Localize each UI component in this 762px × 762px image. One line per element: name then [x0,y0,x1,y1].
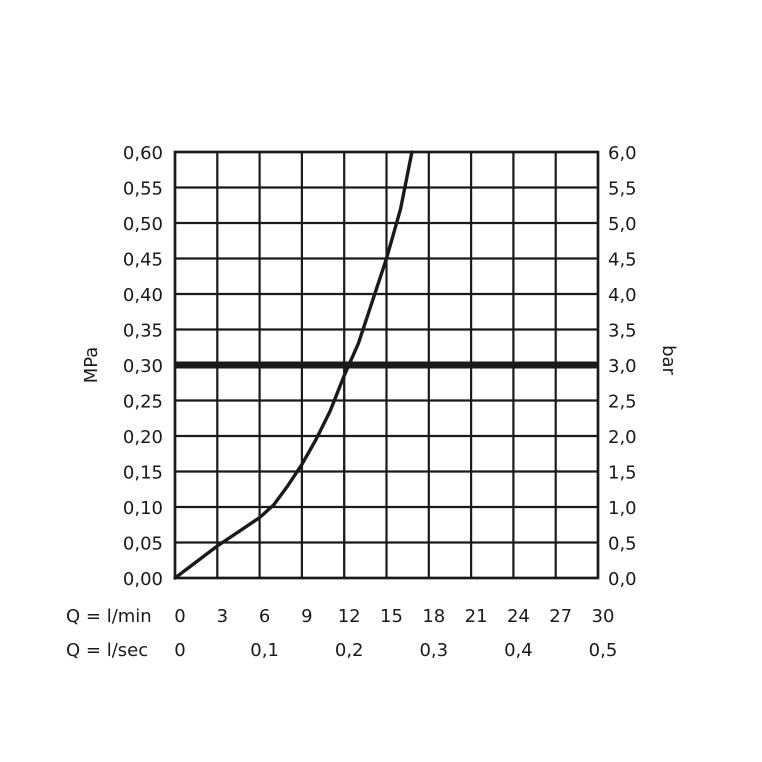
y-tick-label-right: 4,0 [608,285,637,306]
y-tick-label-left: 0,05 [123,534,163,555]
y-tick-label-right: 3,5 [608,321,637,342]
x-tick-label-lsec: 0,2 [335,640,364,661]
x-tick-label-lmin: 27 [549,606,572,627]
y-tick-label-left: 0,15 [123,463,163,484]
reference-lines [175,361,598,578]
y-axis-right-ticks: 0,0 0,5 1,0 1,5 2,0 2,5 3,0 3,5 4,0 4,5 5,0 5,5 6,0 [608,143,637,590]
x-tick-label-lsec: 0,3 [419,640,448,661]
y-tick-label-right: 2,5 [608,392,637,413]
y-tick-label-left: 0,35 [123,321,163,342]
x-axis-lmin-title: Q = l/min [66,606,152,627]
y-axis-left-title: MPa [81,347,102,384]
y-tick-label-left: 0,30 [123,356,163,377]
x-tick-label-lsec: 0 [174,640,185,661]
y-tick-label-right: 5,0 [608,214,637,235]
x-tick-label-lmin: 30 [592,606,615,627]
y-tick-label-right: 2,0 [608,427,637,448]
y-tick-label-right: 4,5 [608,250,637,271]
y-tick-label-left: 0,40 [123,285,163,306]
x-tick-label-lmin: 21 [465,606,488,627]
y-tick-label-right: 6,0 [608,143,637,164]
x-axis-lmin-ticks: 0 3 6 9 12 15 18 21 24 27 30 [174,606,614,627]
x-tick-label-lmin: 0 [174,606,185,627]
x-tick-label-lsec: 0,5 [589,640,618,661]
y-tick-label-right: 1,0 [608,498,637,519]
y-tick-label-right: 0,0 [608,569,637,590]
x-tick-label-lmin: 9 [301,606,312,627]
y-tick-label-left: 0,60 [123,143,163,164]
y-axis-left-ticks: 0,00 0,05 0,10 0,15 0,20 0,25 0,30 0,35 0,40 0,45… [123,143,163,590]
x-tick-label-lmin: 15 [380,606,403,627]
x-tick-label-lsec: 0,4 [504,640,533,661]
y-tick-label-right: 0,5 [608,534,637,555]
y-tick-label-right: 5,5 [608,179,637,200]
y-tick-label-left: 0,00 [123,569,163,590]
x-tick-label-lmin: 3 [217,606,228,627]
y-axis-right-title: bar [658,345,679,375]
x-axis-lsec-ticks: 0 0,1 0,2 0,3 0,4 0,5 [174,640,617,661]
x-tick-label-lsec: 0,1 [250,640,279,661]
y-tick-label-right: 1,5 [608,463,637,484]
y-tick-label-left: 0,25 [123,392,163,413]
x-tick-label-lmin: 18 [422,606,445,627]
y-tick-label-left: 0,10 [123,498,163,519]
x-tick-label-lmin: 24 [507,606,530,627]
y-tick-label-right: 3,0 [608,356,637,377]
series-line [173,150,414,580]
x-tick-label-lmin: 12 [338,606,361,627]
y-tick-label-left: 0,55 [123,179,163,200]
y-tick-label-left: 0,45 [123,250,163,271]
y-tick-label-left: 0,20 [123,427,163,448]
x-tick-label-lmin: 6 [259,606,270,627]
x-axis-lsec-title: Q = l/sec [66,640,148,661]
y-tick-label-left: 0,50 [123,214,163,235]
